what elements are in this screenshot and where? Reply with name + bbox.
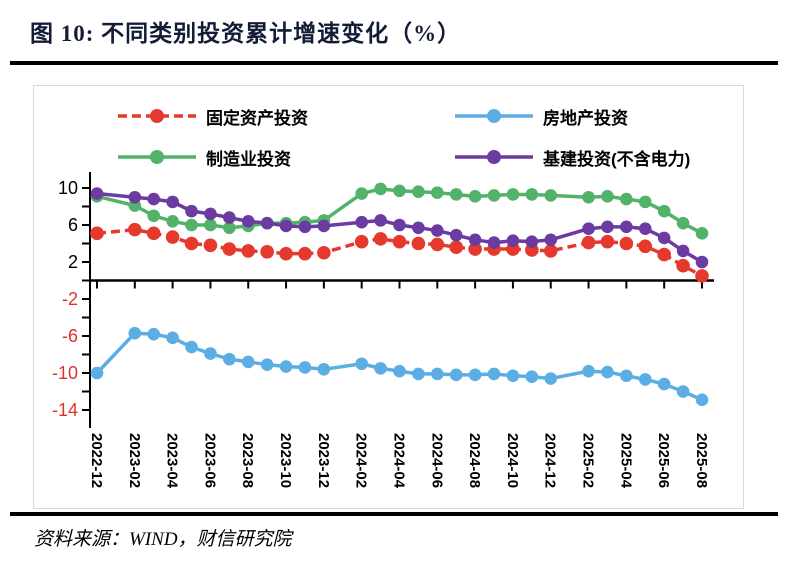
bottom-divider — [10, 512, 778, 516]
legend-item-infrastructure: 基建投资(不含电力) — [453, 144, 690, 170]
legend-line-sample-purple — [455, 150, 533, 164]
source-note: 资料来源：WIND，财信研究院 — [34, 529, 292, 550]
legend-label: 制造业投资 — [206, 149, 291, 169]
top-divider — [10, 61, 778, 65]
legend-item-fixed-asset: 固定资产投资 — [116, 103, 308, 129]
legend-line-sample-red — [118, 109, 196, 123]
legend-item-manufacturing: 制造业投资 — [116, 144, 291, 170]
legend-label: 固定资产投资 — [206, 108, 308, 128]
legend-label: 基建投资(不含电力) — [543, 149, 691, 169]
legend-line-sample-green — [118, 150, 196, 164]
legend-line-sample-blue — [455, 109, 533, 123]
legend-label: 房地产投资 — [543, 108, 628, 128]
legend-item-real-estate: 房地产投资 — [453, 103, 628, 129]
figure-title: 图 10: 不同类别投资累计增速变化（%） — [30, 21, 462, 46]
